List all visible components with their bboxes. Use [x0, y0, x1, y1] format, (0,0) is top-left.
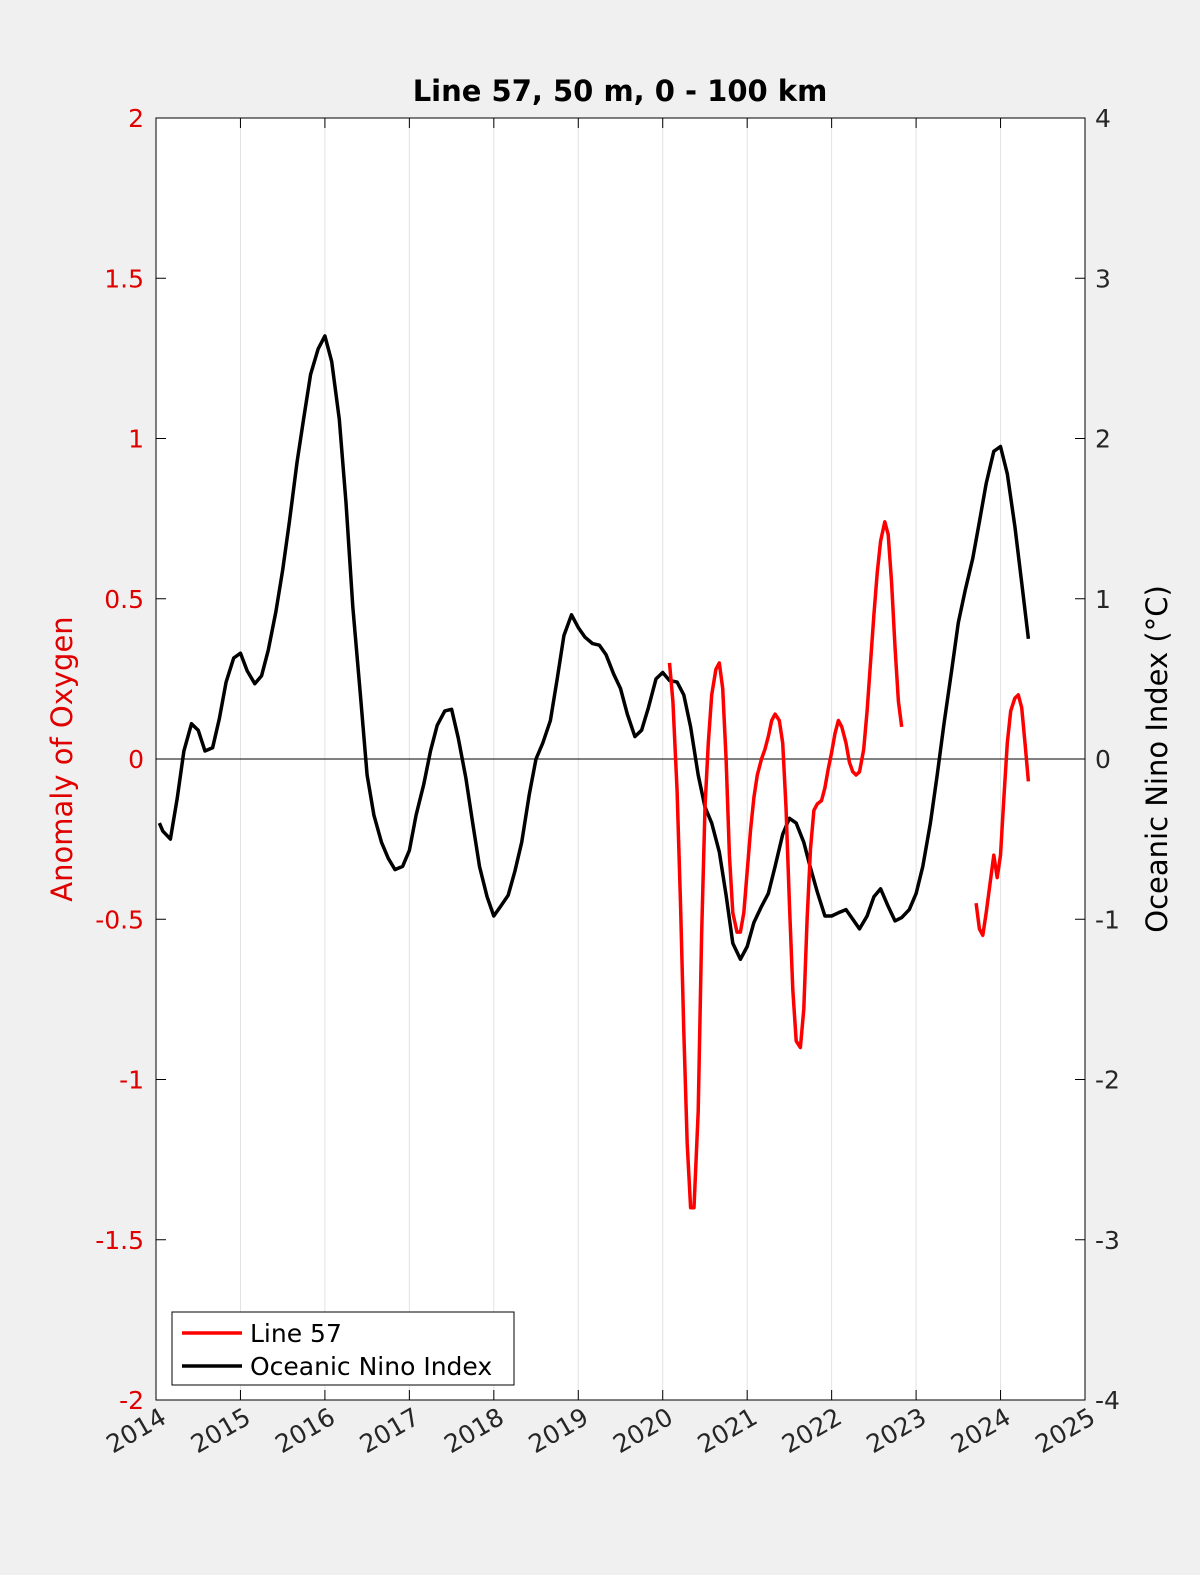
y-right-tick-label: -1 — [1095, 905, 1120, 934]
x-tick-label: 2020 — [608, 1402, 678, 1459]
x-tick-label: 2022 — [777, 1402, 847, 1459]
y-right-tick-label: 1 — [1095, 585, 1111, 614]
y-axis-left: 2 1.5 1 0.5 0 -0.5 -1 -1.5 -2 — [95, 104, 166, 1415]
y-right-tick-label: -3 — [1095, 1226, 1120, 1255]
y-left-tick-label: 2 — [128, 104, 144, 133]
y-left-tick-label: -1 — [119, 1066, 144, 1095]
y-right-tick-label: 4 — [1095, 104, 1111, 133]
series-line57-segment-1 — [974, 693, 1031, 938]
series-oni-segment-0 — [157, 334, 1031, 962]
x-tick-label: 2024 — [946, 1402, 1016, 1459]
y-right-tick-label: 3 — [1095, 264, 1111, 293]
y-left-tick-label: 0.5 — [104, 585, 144, 614]
y-left-tick-label: 0 — [128, 745, 144, 774]
y-right-tick-label: 2 — [1095, 425, 1111, 454]
chart-title: Line 57, 50 m, 0 - 100 km — [413, 74, 828, 108]
series-line57-segment-0 — [667, 520, 904, 1210]
y-left-tick-label: -1.5 — [95, 1226, 144, 1255]
x-tick-label: 2019 — [524, 1402, 594, 1459]
legend: Line 57 Oceanic Nino Index — [171, 1311, 515, 1386]
x-tick-label: 2021 — [693, 1402, 763, 1459]
legend-label-oni: Oceanic Nino Index — [250, 1352, 492, 1381]
y-left-tick-label: -2 — [119, 1386, 144, 1415]
legend-label-line57: Line 57 — [250, 1319, 342, 1348]
x-tick-label: 2017 — [355, 1402, 425, 1459]
y-right-tick-label: -4 — [1095, 1386, 1120, 1415]
series-layer — [157, 334, 1031, 1210]
y-left-tick-label: -0.5 — [95, 905, 144, 934]
y-axis-right-title: Oceanic Nino Index (°C) — [1140, 585, 1174, 933]
y-left-tick-label: 1.5 — [104, 264, 144, 293]
y-axis-left-title: Anomaly of Oxygen — [45, 616, 79, 901]
x-tick-label: 2025 — [1030, 1402, 1100, 1459]
x-tick-label: 2018 — [439, 1402, 509, 1459]
x-tick-label: 2015 — [186, 1402, 256, 1459]
y-right-tick-label: 0 — [1095, 745, 1111, 774]
y-axis-right: 4 3 2 1 0 -1 -2 -3 -4 — [1075, 104, 1120, 1415]
legend-box — [171, 1311, 515, 1386]
y-left-tick-label: 1 — [128, 425, 144, 454]
x-tick-label: 2016 — [270, 1402, 340, 1459]
y-right-tick-label: -2 — [1095, 1066, 1120, 1095]
x-tick-label: 2023 — [861, 1402, 931, 1459]
